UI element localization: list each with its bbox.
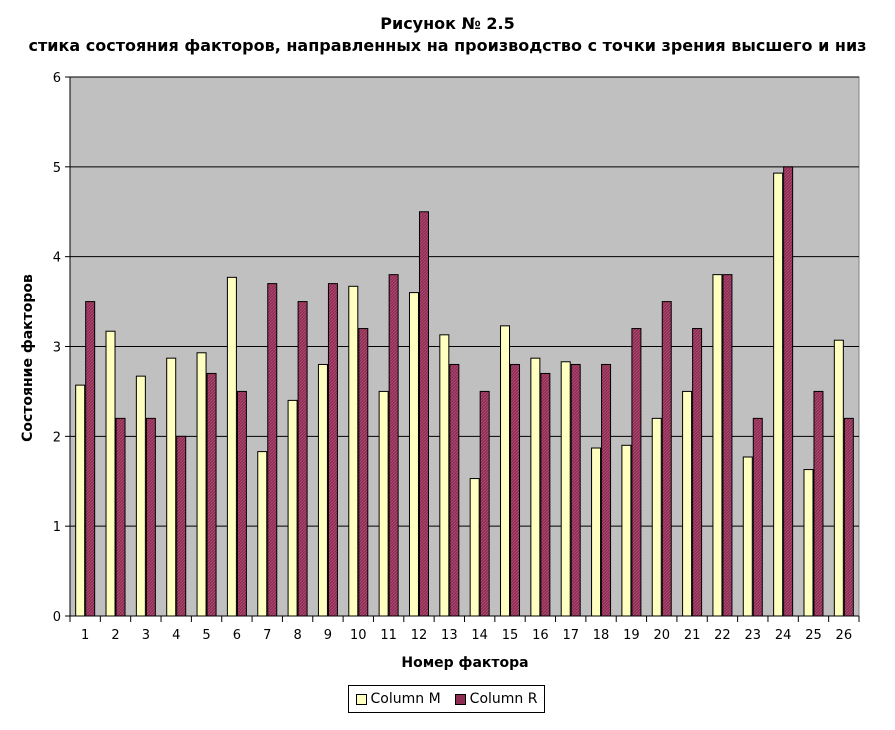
bar-column-r <box>145 417 156 617</box>
legend-swatch-column-m <box>355 693 367 705</box>
bar-column-m <box>196 352 207 617</box>
bar-column-m <box>621 444 632 617</box>
chart-legend: Column M Column R <box>348 685 545 713</box>
x-tick-label: 4 <box>172 628 180 643</box>
bar-column-m <box>257 451 268 617</box>
y-tick-label: 4 <box>53 251 61 266</box>
x-tick-label: 5 <box>202 628 210 643</box>
bar-column-r <box>510 363 521 617</box>
bar-column-m <box>226 276 237 617</box>
chart-subtitle: стика состояния факторов, направленных н… <box>28 36 867 55</box>
bar-column-m <box>682 390 693 617</box>
y-axis-title: Состояние факторов <box>20 274 36 442</box>
bar-column-m <box>560 361 571 617</box>
x-tick-label: 3 <box>142 628 150 643</box>
bar-column-r <box>449 363 460 617</box>
bar-column-m <box>833 339 844 617</box>
legend-swatch-column-r <box>454 693 466 705</box>
bar-column-r <box>570 363 581 617</box>
bar-column-r <box>752 417 763 617</box>
x-tick-label: 8 <box>293 628 301 643</box>
y-tick-label: 0 <box>53 610 61 625</box>
bar-column-m <box>530 357 541 617</box>
x-tick-label: 13 <box>441 628 458 643</box>
bar-column-r <box>115 417 126 617</box>
bar-column-m <box>500 325 511 617</box>
bar-column-m <box>651 417 662 617</box>
x-tick-label: 1 <box>81 628 89 643</box>
bar-column-r <box>297 301 308 617</box>
bar-column-m <box>166 357 177 617</box>
legend-item-column-m: Column M <box>355 691 441 707</box>
x-tick-label: 15 <box>502 628 519 643</box>
x-tick-label: 9 <box>324 628 332 643</box>
bar-column-r <box>813 390 824 617</box>
x-tick-label: 11 <box>380 628 397 643</box>
x-tick-label: 7 <box>263 628 271 643</box>
bar-column-r <box>236 390 247 617</box>
legend-label-column-r: Column R <box>469 691 538 707</box>
bar-column-m <box>469 478 480 617</box>
bar-column-r <box>661 301 672 617</box>
x-tick-label: 6 <box>233 628 241 643</box>
x-tick-label: 26 <box>836 628 853 643</box>
x-axis-title: Номер фактора <box>401 655 529 671</box>
bar-column-r <box>540 372 551 617</box>
x-tick-label: 23 <box>745 628 762 643</box>
bar-column-m <box>105 330 116 617</box>
x-tick-label: 22 <box>714 628 731 643</box>
x-tick-label: 12 <box>411 628 428 643</box>
bar-column-r <box>176 435 187 617</box>
x-tick-label: 2 <box>111 628 119 643</box>
bar-column-r <box>722 274 733 617</box>
x-tick-label: 20 <box>653 628 670 643</box>
bar-column-m <box>439 334 450 617</box>
bar-column-r <box>388 274 399 617</box>
x-tick-label: 18 <box>593 628 610 643</box>
bar-column-r <box>692 328 703 617</box>
legend-label-column-m: Column M <box>370 691 441 707</box>
chart-title: Рисунок № 2.5 <box>380 14 515 33</box>
bar-column-m <box>378 390 389 617</box>
bar-column-m <box>742 456 753 617</box>
bar-column-r <box>601 363 612 617</box>
bar-column-r <box>267 283 278 617</box>
bar-column-m <box>591 447 602 617</box>
bar-column-m <box>803 469 814 617</box>
bar-column-m <box>773 172 784 617</box>
bar-column-r <box>418 211 429 617</box>
bar-column-r <box>206 372 217 617</box>
x-tick-label: 25 <box>805 628 822 643</box>
bar-column-r <box>358 328 369 617</box>
x-tick-label: 10 <box>350 628 367 643</box>
legend-item-column-r: Column R <box>454 691 538 707</box>
bar-column-m <box>135 375 146 617</box>
bar-column-m <box>287 399 298 617</box>
y-tick-label: 6 <box>53 71 61 86</box>
bar-column-r <box>783 166 794 617</box>
bar-column-m <box>712 274 723 617</box>
y-tick-label: 2 <box>53 430 61 445</box>
y-tick-label: 3 <box>53 341 61 356</box>
bar-column-m <box>348 285 359 617</box>
bar-column-r <box>327 283 338 617</box>
x-tick-label: 19 <box>623 628 640 643</box>
y-tick-label: 1 <box>53 520 61 535</box>
x-tick-label: 21 <box>684 628 701 643</box>
bar-column-r <box>85 301 96 617</box>
x-tick-label: 14 <box>471 628 488 643</box>
bar-column-m <box>317 363 328 617</box>
bar-column-m <box>408 292 419 617</box>
bar-column-r <box>843 417 854 617</box>
x-tick-label: 17 <box>562 628 579 643</box>
x-tick-label: 16 <box>532 628 549 643</box>
bar-column-r <box>631 328 642 617</box>
y-tick-label: 5 <box>53 161 61 176</box>
x-tick-label: 24 <box>775 628 792 643</box>
bar-column-r <box>479 390 490 617</box>
bar-column-m <box>75 384 86 617</box>
